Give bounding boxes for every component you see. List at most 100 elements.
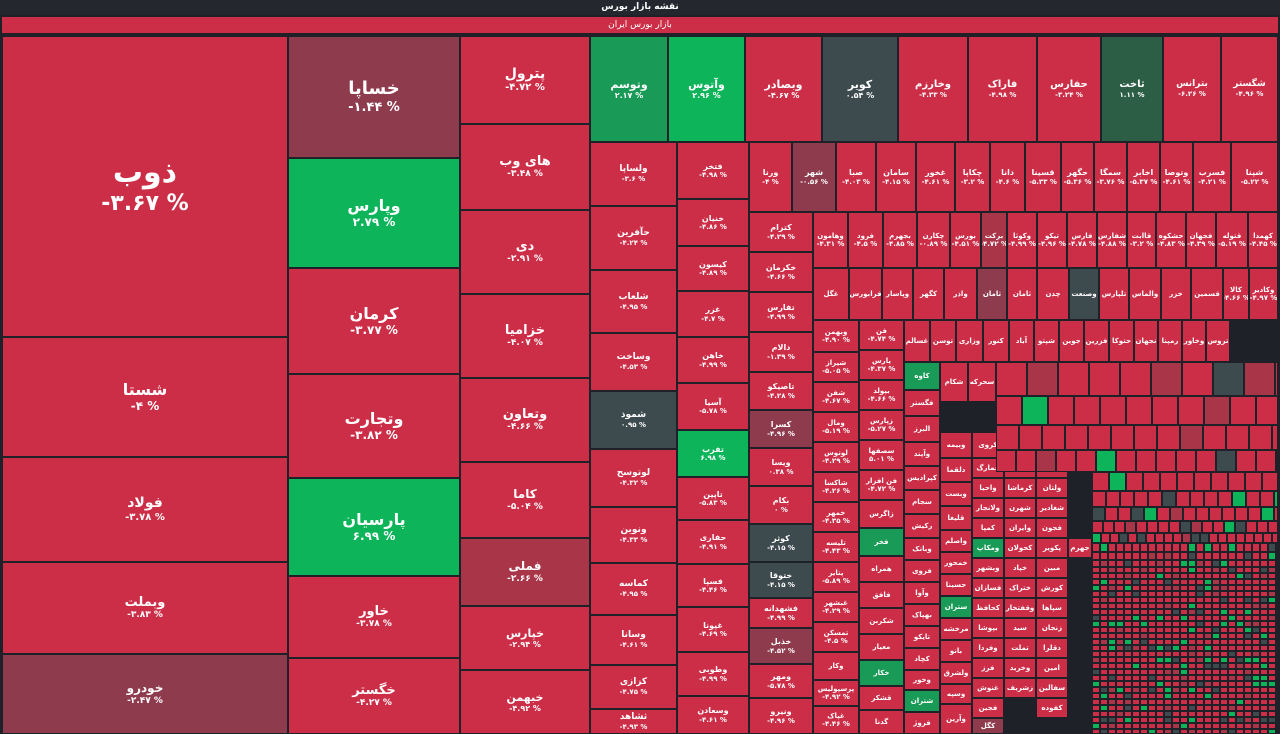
stock-tile-small[interactable] bbox=[1268, 567, 1276, 573]
stock-tile-small[interactable] bbox=[996, 425, 1019, 450]
stock-tile-small[interactable] bbox=[1132, 651, 1140, 657]
stock-tile-small[interactable] bbox=[1236, 573, 1244, 579]
stock-tile-small[interactable] bbox=[1268, 597, 1276, 603]
stock-tile-small[interactable] bbox=[1172, 560, 1180, 567]
stock-tile-small[interactable] bbox=[1260, 579, 1268, 585]
stock-tile-small[interactable] bbox=[1140, 627, 1148, 633]
stock-tile-small[interactable] bbox=[1120, 362, 1151, 396]
stock-tile[interactable]: وسانا -۴.۶۱ % bbox=[590, 615, 677, 665]
stock-tile-small[interactable] bbox=[1227, 533, 1236, 543]
stock-tile-small[interactable] bbox=[1276, 693, 1278, 699]
stock-tile-small[interactable] bbox=[1140, 543, 1148, 552]
stock-tile-small[interactable] bbox=[1236, 552, 1244, 560]
stock-tile[interactable]: پتایر -۵.۸۹ % bbox=[813, 562, 859, 592]
stock-tile-small[interactable] bbox=[1116, 693, 1124, 699]
stock-tile-small[interactable] bbox=[1188, 543, 1196, 552]
stock-tile-small[interactable] bbox=[1275, 362, 1278, 396]
stock-tile-small[interactable] bbox=[1236, 729, 1244, 734]
stock-tile-small[interactable] bbox=[1244, 609, 1252, 615]
stock-tile-small[interactable] bbox=[1156, 591, 1164, 597]
stock-tile-small[interactable] bbox=[1100, 675, 1108, 681]
stock-tile-small[interactable] bbox=[1108, 621, 1116, 627]
stock-tile-small[interactable] bbox=[1092, 693, 1100, 699]
stock-tile[interactable]: ثشاهد -۴.۹۳ % bbox=[590, 709, 677, 734]
stock-tile-small[interactable] bbox=[1108, 609, 1116, 615]
stock-tile[interactable]: ومکاپ bbox=[972, 538, 1004, 558]
stock-tile-small[interactable] bbox=[1254, 533, 1263, 543]
stock-tile-small[interactable] bbox=[1116, 687, 1124, 693]
stock-tile[interactable]: خاور -۳.۷۸ % bbox=[288, 576, 460, 658]
stock-tile[interactable]: واذر bbox=[944, 268, 977, 320]
stock-tile-small[interactable] bbox=[1156, 723, 1164, 729]
stock-tile-small[interactable] bbox=[1140, 552, 1148, 560]
stock-tile-small[interactable] bbox=[1188, 693, 1196, 699]
stock-tile-small[interactable] bbox=[1228, 615, 1236, 621]
stock-tile-small[interactable] bbox=[1140, 699, 1148, 705]
stock-tile[interactable]: پکویر bbox=[1036, 538, 1068, 558]
stock-tile-small[interactable] bbox=[1212, 579, 1220, 585]
stock-tile[interactable]: لوتوس -۴.۲۹ % bbox=[813, 442, 859, 472]
stock-tile[interactable]: جهرم bbox=[1068, 538, 1092, 558]
stock-tile-small[interactable] bbox=[1016, 450, 1036, 472]
stock-tile-small[interactable] bbox=[1252, 603, 1260, 609]
stock-tile-small[interactable] bbox=[1244, 687, 1252, 693]
stock-tile-small[interactable] bbox=[1148, 717, 1156, 723]
stock-tile-small[interactable] bbox=[1132, 615, 1140, 621]
stock-tile-small[interactable] bbox=[1245, 472, 1262, 491]
stock-tile-small[interactable] bbox=[1164, 609, 1172, 615]
stock-tile-small[interactable] bbox=[1188, 723, 1196, 729]
stock-tile-small[interactable] bbox=[1124, 552, 1132, 560]
stock-tile-small[interactable] bbox=[1124, 609, 1132, 615]
stock-tile-small[interactable] bbox=[1188, 687, 1196, 693]
stock-tile-small[interactable] bbox=[1236, 567, 1244, 573]
stock-tile-small[interactable] bbox=[1116, 681, 1124, 687]
stock-tile[interactable]: کاما -۵.۰۴ % bbox=[460, 462, 590, 538]
stock-tile-small[interactable] bbox=[1236, 615, 1244, 621]
stock-tile-small[interactable] bbox=[1180, 669, 1188, 675]
stock-tile-small[interactable] bbox=[1228, 669, 1236, 675]
stock-tile-small[interactable] bbox=[1204, 669, 1212, 675]
stock-tile-small[interactable] bbox=[1260, 639, 1268, 645]
stock-tile-small[interactable] bbox=[1252, 687, 1260, 693]
stock-tile-small[interactable] bbox=[1109, 472, 1126, 491]
stock-tile-small[interactable] bbox=[1100, 693, 1108, 699]
stock-tile-small[interactable] bbox=[1180, 621, 1188, 627]
stock-tile-small[interactable] bbox=[1116, 657, 1124, 663]
stock-tile-small[interactable] bbox=[1204, 552, 1212, 560]
stock-tile-small[interactable] bbox=[1148, 705, 1156, 711]
stock-tile-small[interactable] bbox=[1172, 675, 1180, 681]
stock-tile-small[interactable] bbox=[1216, 450, 1236, 472]
stock-tile-small[interactable] bbox=[1188, 621, 1196, 627]
stock-tile-small[interactable] bbox=[1156, 597, 1164, 603]
stock-tile[interactable]: سپاها bbox=[1036, 598, 1068, 618]
stock-tile-small[interactable] bbox=[1230, 396, 1256, 425]
stock-tile-small[interactable] bbox=[1196, 507, 1209, 521]
stock-tile-small[interactable] bbox=[1260, 651, 1268, 657]
stock-tile-small[interactable] bbox=[1140, 609, 1148, 615]
stock-tile-small[interactable] bbox=[1212, 717, 1220, 723]
stock-tile-small[interactable] bbox=[1148, 723, 1156, 729]
stock-tile-small[interactable] bbox=[1228, 597, 1236, 603]
stock-tile-small[interactable] bbox=[1124, 560, 1132, 567]
stock-tile-small[interactable] bbox=[1252, 675, 1260, 681]
stock-tile-small[interactable] bbox=[1180, 560, 1188, 567]
stock-tile[interactable]: وبیمه bbox=[940, 432, 972, 458]
stock-tile-small[interactable] bbox=[1220, 699, 1228, 705]
stock-tile-small[interactable] bbox=[1196, 591, 1204, 597]
stock-tile-small[interactable] bbox=[1236, 579, 1244, 585]
stock-tile-small[interactable] bbox=[1212, 573, 1220, 579]
stock-tile-small[interactable] bbox=[1276, 591, 1278, 597]
stock-tile-small[interactable] bbox=[1092, 681, 1100, 687]
stock-tile-small[interactable] bbox=[1190, 491, 1204, 507]
stock-tile-small[interactable] bbox=[1164, 615, 1172, 621]
stock-tile[interactable]: جوین bbox=[1059, 320, 1084, 362]
stock-tile-small[interactable] bbox=[1236, 675, 1244, 681]
stock-tile[interactable]: تفارس -۴.۹۹ % bbox=[749, 292, 813, 332]
stock-tile-small[interactable] bbox=[1132, 573, 1140, 579]
stock-tile-small[interactable] bbox=[1140, 681, 1148, 687]
stock-tile-small[interactable] bbox=[1092, 552, 1100, 560]
stock-tile-small[interactable] bbox=[1220, 663, 1228, 669]
stock-tile-small[interactable] bbox=[1156, 567, 1164, 573]
stock-tile-small[interactable] bbox=[1196, 585, 1204, 591]
stock-tile-small[interactable] bbox=[1136, 450, 1156, 472]
